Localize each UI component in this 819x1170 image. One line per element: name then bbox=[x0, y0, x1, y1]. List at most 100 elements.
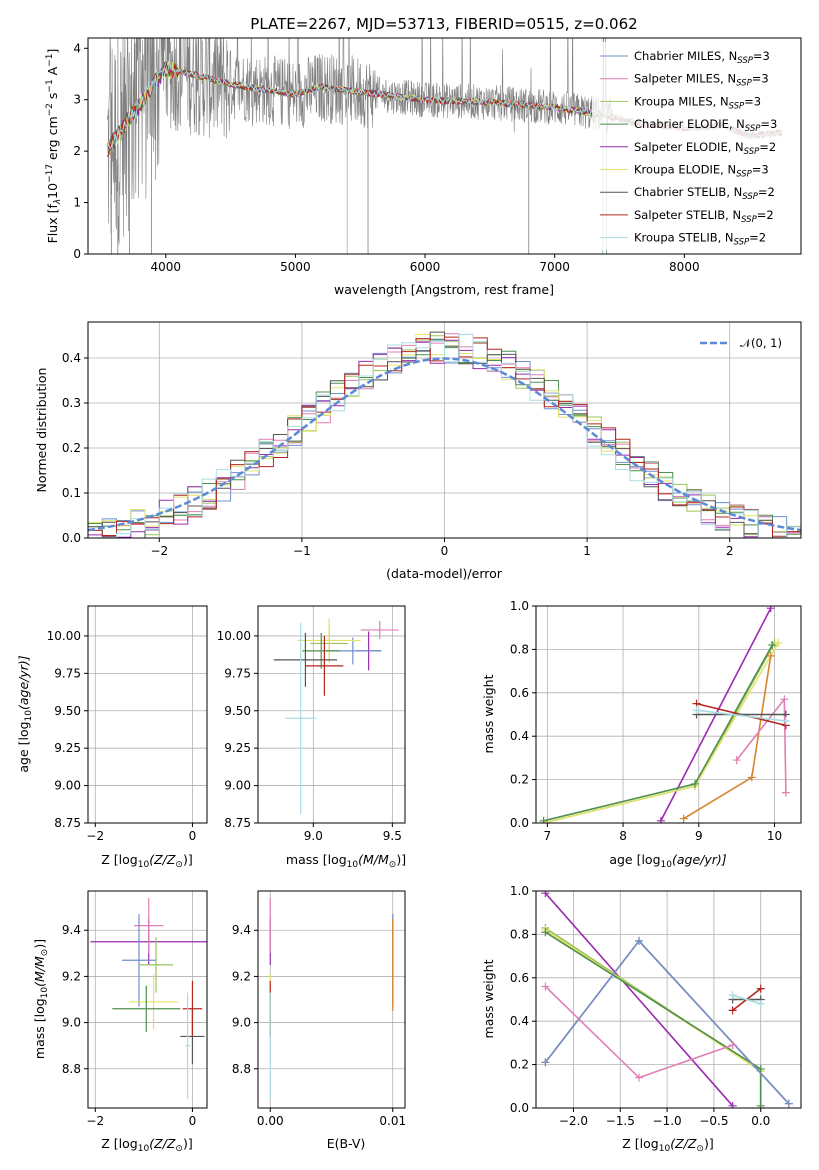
age-vs-metallicity-ylabel: age [log10(age/yr)] bbox=[16, 655, 34, 772]
weight-line-kroupa-stelib bbox=[732, 994, 761, 1005]
age-vs-mass-xlabel: mass [log10(M/M⊙)] bbox=[286, 852, 406, 870]
mass-vs-metallicity-plot-area: −2 0 8.8 9.0 9.2 9.4 bbox=[62, 891, 207, 1128]
weight-marker bbox=[728, 1041, 737, 1050]
x-tick-label: 7 bbox=[544, 829, 552, 843]
y-tick-label: 8.75 bbox=[54, 816, 81, 830]
age-vs-metallicity-plot-area: −2 0 8.75 9.00 9.25 9.50 9.75 10.00 bbox=[47, 606, 207, 843]
x-tick-label: −1.0 bbox=[653, 1114, 682, 1128]
x-tick-label: 5000 bbox=[280, 260, 311, 274]
weight-marker bbox=[756, 1101, 765, 1108]
x-tick-label: 9.0 bbox=[304, 829, 323, 843]
legend-label: Kroupa MILES, NSSP=3 bbox=[634, 94, 761, 111]
y-tick-label: 1 bbox=[73, 196, 81, 210]
weight-marker bbox=[732, 756, 741, 765]
weight-vs-metallicity-frame bbox=[535, 890, 802, 1109]
errorbars bbox=[269, 897, 394, 1099]
spectrum-frame bbox=[87, 37, 802, 255]
mass-vs-extinction-plot-area: 0.00 0.01 8.8 9.0 9.2 9.4 bbox=[232, 891, 406, 1128]
weight-line-kroupa-elodie bbox=[543, 642, 779, 823]
y-tick-label: 0.0 bbox=[62, 531, 81, 545]
weight-marker bbox=[541, 928, 550, 937]
x-tick-label: 0.01 bbox=[379, 1114, 406, 1128]
residuals-legend: 𝒩(0, 1) bbox=[700, 336, 782, 350]
mass-vs-extinction-frame bbox=[257, 890, 406, 1109]
histogram-kroupa-stelib bbox=[88, 333, 801, 538]
x-tick-label: −1.5 bbox=[606, 1114, 635, 1128]
y-tick-label: 0.8 bbox=[510, 927, 529, 941]
y-tick-label: 8.8 bbox=[62, 1062, 81, 1076]
errorbars bbox=[90, 618, 207, 814]
y-tick-label: 9.0 bbox=[62, 1016, 81, 1030]
y-tick-label: 0.2 bbox=[510, 1058, 529, 1072]
legend-label: Chabrier STELIB, NSSP=2 bbox=[634, 185, 775, 202]
weight-marker bbox=[635, 1073, 644, 1082]
x-tick-label: 7000 bbox=[539, 260, 570, 274]
weight-marker bbox=[780, 695, 789, 704]
y-tick-label: 0.4 bbox=[62, 351, 81, 365]
weight-marker bbox=[768, 641, 777, 650]
x-tick-label: 8 bbox=[619, 829, 627, 843]
mass-vs-metallicity-xlabel: Z [log10(Z/Z⊙)] bbox=[101, 1136, 192, 1154]
x-tick-label: 1 bbox=[583, 544, 591, 558]
y-tick-label: 4 bbox=[73, 41, 81, 55]
mass-vs-metallicity-ylabel: mass [log10(M/M⊙)] bbox=[32, 939, 50, 1059]
y-tick-label: 10.00 bbox=[47, 629, 81, 643]
spectrum-panel: PLATE=2267, MJD=53713, FIBERID=0515, z=0… bbox=[45, 15, 802, 297]
x-tick-label: 0 bbox=[189, 1114, 197, 1128]
y-tick-label: 9.50 bbox=[54, 704, 81, 718]
weight-marker bbox=[691, 779, 699, 788]
y-tick-label: 3 bbox=[73, 93, 81, 107]
y-tick-label: 9.75 bbox=[54, 666, 81, 680]
weight-marker bbox=[635, 936, 644, 945]
legend-label: Kroupa STELIB, NSSP=2 bbox=[634, 231, 766, 248]
weight-vs-metallicity-ylabel: mass weight bbox=[481, 959, 496, 1038]
residuals-xlabel: (data-model)/error bbox=[386, 566, 503, 581]
weight-marker bbox=[728, 991, 737, 1000]
y-tick-label: 0.3 bbox=[62, 396, 81, 410]
x-tick-label: 0.00 bbox=[257, 1114, 284, 1128]
x-tick-label: 9.5 bbox=[383, 829, 402, 843]
residuals-frame bbox=[87, 321, 802, 539]
weight-marker bbox=[756, 1064, 765, 1073]
legend-label: Salpeter STELIB, NSSP=2 bbox=[634, 208, 774, 225]
x-tick-label: 6000 bbox=[410, 260, 441, 274]
weight-vs-age-xlabel: age [log10(age/yr)] bbox=[609, 852, 726, 870]
x-tick-label: 8000 bbox=[669, 260, 700, 274]
weight-marker bbox=[774, 638, 783, 647]
mass-vs-metallicity-frame bbox=[87, 890, 208, 1109]
y-tick-label: 9.2 bbox=[232, 969, 251, 983]
y-tick-label: 9.2 bbox=[62, 969, 81, 983]
x-tick-label: 2 bbox=[726, 544, 734, 558]
weight-vs-age-plot-area: 7 8 9 10 0.0 0.2 0.4 0.6 0.8 1.0 bbox=[510, 599, 801, 843]
weight-marker bbox=[784, 1099, 793, 1108]
y-tick-label: 8.8 bbox=[232, 1062, 251, 1076]
weight-vs-metallicity-panel: −2.0 −1.5 −1.0 −0.5 0.0 0.0 0.2 0.4 0.6 0.8 1.0 Z … bbox=[481, 884, 802, 1154]
legend-label: Kroupa ELODIE, NSSP=3 bbox=[634, 163, 769, 180]
age-vs-metallicity-panel: −2 0 8.75 9.00 9.25 9.50 9.75 10.00 Z [log10(Z/… bbox=[16, 605, 208, 870]
weight-marker bbox=[656, 816, 665, 823]
weight-lines bbox=[539, 606, 790, 823]
legend-label: Chabrier ELODIE, NSSP=3 bbox=[634, 117, 777, 134]
age-vs-mass-plot-area: 9.0 9.5 8.75 9.00 9.25 9.50 9.75 10.00 bbox=[217, 606, 405, 843]
y-tick-label: 9.4 bbox=[232, 923, 251, 937]
y-tick-label: 0.0 bbox=[510, 816, 529, 830]
weight-marker bbox=[766, 606, 775, 613]
weight-vs-age-panel: 7 8 9 10 0.0 0.2 0.4 0.6 0.8 1.0 age [log10(age/y… bbox=[481, 599, 802, 870]
y-tick-label: 9.00 bbox=[54, 779, 81, 793]
spectrum-xlabel: wavelength [Angstrom, rest frame] bbox=[334, 282, 554, 297]
y-tick-label: 9.50 bbox=[224, 704, 251, 718]
legend-label: Salpeter MILES, NSSP=3 bbox=[634, 72, 769, 89]
y-tick-label: 2 bbox=[73, 144, 81, 158]
weight-line-weights-orange bbox=[683, 655, 772, 820]
weight-line-salpeter-elodie bbox=[544, 892, 734, 1107]
weight-marker bbox=[539, 816, 548, 823]
residuals-plot-area: −2 −1 0 1 2 0.0 0.1 0.2 0.3 0.4 bbox=[62, 322, 801, 558]
y-tick-label: 0.6 bbox=[510, 971, 529, 985]
y-tick-label: 0.6 bbox=[510, 686, 529, 700]
weight-marker bbox=[747, 773, 756, 782]
weight-line-kroupa-miles bbox=[543, 642, 776, 823]
y-tick-label: 0.1 bbox=[62, 486, 81, 500]
y-tick-label: 9.25 bbox=[224, 741, 251, 755]
mass-vs-extinction-panel: 0.00 0.01 8.8 9.0 9.2 9.4 E(B-V) bbox=[232, 890, 406, 1151]
weight-vs-age-frame bbox=[535, 605, 802, 824]
